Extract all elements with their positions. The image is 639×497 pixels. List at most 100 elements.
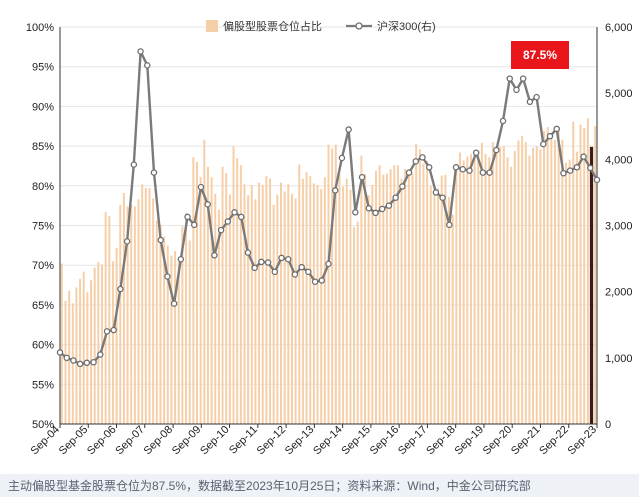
position-bar bbox=[247, 195, 250, 424]
csi300-point bbox=[338, 154, 346, 162]
chart-panel: 50% 55% 60% 65% 70% 75% 80% 85% 90% 95% 100% 0 1,000… bbox=[0, 0, 639, 474]
csi300-point bbox=[318, 277, 326, 284]
csi300-point bbox=[358, 173, 366, 181]
position-bar bbox=[133, 206, 136, 424]
y-right-tick-label: 2,000 bbox=[605, 287, 633, 299]
csi300-point bbox=[533, 93, 540, 101]
csi300-point bbox=[560, 169, 567, 177]
position-bar bbox=[60, 263, 63, 424]
position-bar bbox=[342, 186, 345, 424]
position-bar bbox=[185, 212, 188, 424]
position-bar bbox=[349, 189, 352, 424]
csi300-point bbox=[399, 183, 406, 190]
x-tick-label: Sep-07 bbox=[113, 424, 147, 458]
csi300-point bbox=[419, 154, 426, 161]
csi300-point bbox=[264, 259, 272, 266]
csi300-point bbox=[459, 166, 466, 173]
position-bar bbox=[130, 204, 133, 424]
position-bar bbox=[287, 184, 290, 424]
y-right-tick-label: 1,000 bbox=[605, 353, 633, 365]
position-bar bbox=[155, 220, 158, 424]
csi300-point bbox=[573, 164, 581, 171]
y-left-tick-label: 85% bbox=[32, 141, 54, 153]
y-left-tick-label: 55% bbox=[32, 379, 54, 391]
csi300-point bbox=[331, 187, 339, 194]
position-bar bbox=[159, 224, 162, 424]
csi300-point bbox=[150, 169, 158, 176]
y-left-tick-label: 75% bbox=[32, 221, 54, 233]
position-bar bbox=[206, 166, 209, 424]
csi300-point bbox=[472, 149, 480, 156]
csi300-point bbox=[284, 255, 292, 263]
csi300-point bbox=[352, 209, 359, 216]
position-bar bbox=[356, 221, 359, 424]
x-tick-label: Sep-18 bbox=[424, 424, 458, 458]
position-bar bbox=[539, 149, 542, 424]
position-bar bbox=[572, 121, 575, 425]
position-bar bbox=[396, 165, 399, 424]
position-bar bbox=[393, 165, 396, 424]
csi300-point bbox=[70, 357, 77, 364]
csi300-point bbox=[291, 271, 299, 278]
csi300-point bbox=[452, 164, 460, 171]
position-bar bbox=[126, 206, 129, 424]
csi300-point bbox=[365, 205, 373, 212]
position-bar bbox=[353, 227, 356, 424]
position-bar bbox=[469, 154, 472, 425]
position-bar bbox=[462, 160, 465, 424]
csi300-point bbox=[224, 218, 232, 225]
position-bar bbox=[550, 134, 553, 424]
x-tick-label: Sep-23 bbox=[566, 424, 600, 458]
csi300-point bbox=[217, 226, 225, 234]
legend-label-position: 偏股型股票仓位占比 bbox=[223, 19, 322, 33]
position-bar bbox=[389, 169, 392, 424]
position-bar bbox=[261, 185, 264, 424]
position-bar bbox=[594, 126, 597, 424]
position-bar bbox=[502, 146, 505, 424]
position-bar bbox=[163, 236, 166, 424]
csi300-point bbox=[479, 169, 487, 176]
position-bar bbox=[437, 188, 440, 424]
x-tick-label: Sep-10 bbox=[198, 424, 232, 458]
csi300-point bbox=[446, 221, 453, 229]
position-bar bbox=[305, 172, 308, 424]
position-bar bbox=[451, 214, 454, 424]
csi300-point bbox=[144, 62, 151, 69]
position-bar bbox=[557, 127, 560, 424]
position-bar bbox=[564, 162, 567, 425]
x-tick-label: Sep-09 bbox=[170, 424, 204, 458]
position-bar bbox=[407, 169, 410, 424]
csi300-point bbox=[432, 189, 440, 196]
csi300-point bbox=[251, 264, 258, 272]
position-bar bbox=[119, 204, 122, 424]
position-bar bbox=[418, 149, 421, 424]
x-tick-label: Sep-21 bbox=[509, 424, 543, 458]
position-bar bbox=[170, 255, 173, 424]
csi300-point bbox=[231, 209, 238, 216]
position-bar bbox=[86, 292, 89, 424]
y-left-tick-label: 50% bbox=[32, 419, 54, 431]
position-bar bbox=[448, 196, 451, 424]
position-bar bbox=[484, 154, 487, 425]
position-bar bbox=[250, 185, 253, 424]
csi300-point bbox=[546, 132, 554, 140]
x-tick-label: Sep-15 bbox=[339, 424, 373, 458]
y-left-tick-label: 90% bbox=[32, 101, 54, 113]
position-bar bbox=[510, 166, 513, 424]
position-bar bbox=[312, 183, 315, 424]
position-bar bbox=[334, 144, 337, 424]
position-bar bbox=[491, 142, 494, 424]
position-bar bbox=[535, 146, 538, 424]
legend-label-csi300: 沪深300(右) bbox=[377, 19, 436, 33]
csi300-point bbox=[83, 359, 91, 367]
position-bar bbox=[221, 166, 224, 424]
csi300-point bbox=[425, 164, 433, 171]
position-bar bbox=[79, 278, 82, 424]
csi300-point bbox=[493, 146, 500, 154]
csi300-point bbox=[298, 263, 305, 271]
csi300-point bbox=[593, 176, 601, 184]
csi300-point bbox=[587, 164, 594, 172]
csi300-point bbox=[278, 254, 285, 262]
csi300-point bbox=[204, 201, 211, 208]
position-bar bbox=[378, 165, 381, 424]
